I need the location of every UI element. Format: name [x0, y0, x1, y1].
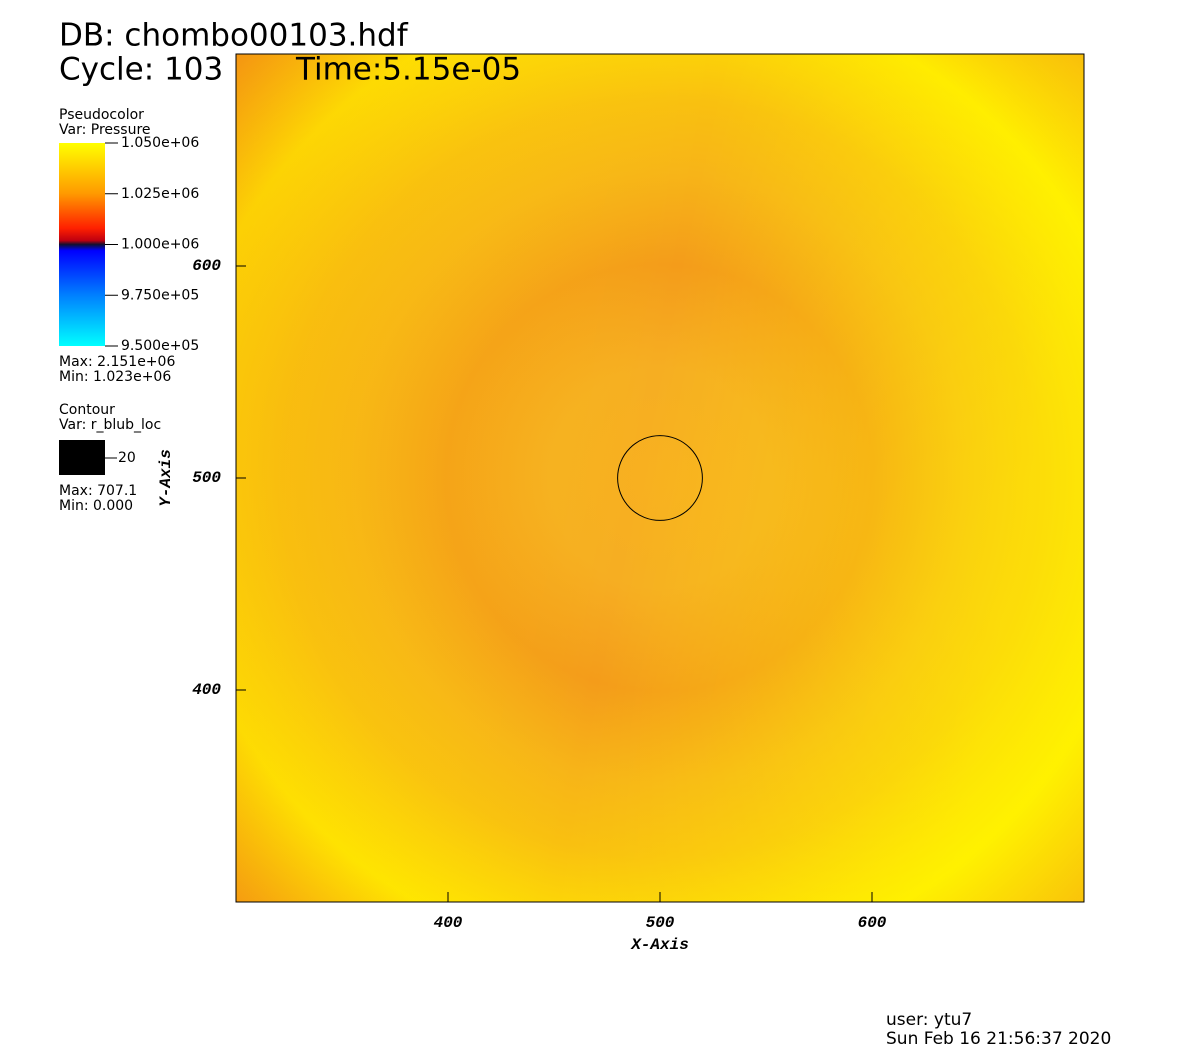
cycle: Cycle: 103 — [59, 52, 223, 88]
x-axis-label: X-Axis — [630, 936, 689, 954]
contour-legend-var: Var: r_blub_loc — [59, 417, 161, 433]
colorbar-tick-label: 9.750e+05 — [121, 287, 199, 303]
colorbar-tick-label: 9.500e+05 — [121, 338, 199, 354]
plot-area — [235, 53, 1085, 903]
date: Sun Feb 16 21:56:37 2020 — [886, 1029, 1111, 1049]
colorbar — [59, 143, 105, 346]
legend-var: Var: Pressure — [59, 122, 151, 138]
x-tick-label: 400 — [434, 914, 463, 932]
legend-max: Max: 2.151e+06 — [59, 354, 175, 370]
x-tick-label: 600 — [858, 914, 887, 932]
colorbar-tick-label: 1.050e+06 — [121, 135, 199, 151]
y-tick-label: 400 — [192, 681, 221, 699]
y-axis-label: Y-Axis — [157, 449, 175, 507]
contour-legend-max: Max: 707.1 — [59, 483, 137, 499]
user: user: ytu7 — [886, 1010, 972, 1030]
pseudocolor-field-tint — [236, 54, 1084, 902]
x-tick-label: 500 — [646, 914, 675, 932]
y-tick-label: 500 — [192, 469, 221, 487]
y-tick-label: 600 — [192, 257, 221, 275]
contour-legend-label: 20 — [118, 450, 136, 466]
legend-plot: Pseudocolor — [59, 107, 144, 123]
colorbar-tick-label: 1.025e+06 — [121, 186, 199, 202]
colorbar-tick-label: 1.000e+06 — [121, 237, 199, 253]
contour-legend-plot: Contour — [59, 402, 115, 418]
db-title: DB: chombo00103.hdf — [59, 18, 409, 54]
contour-swatch — [59, 440, 105, 475]
time: Time:5.15e-05 — [295, 52, 521, 88]
legend-min: Min: 1.023e+06 — [59, 369, 171, 385]
contour-line — [617, 435, 703, 521]
contour-legend-min: Min: 0.000 — [59, 498, 133, 514]
